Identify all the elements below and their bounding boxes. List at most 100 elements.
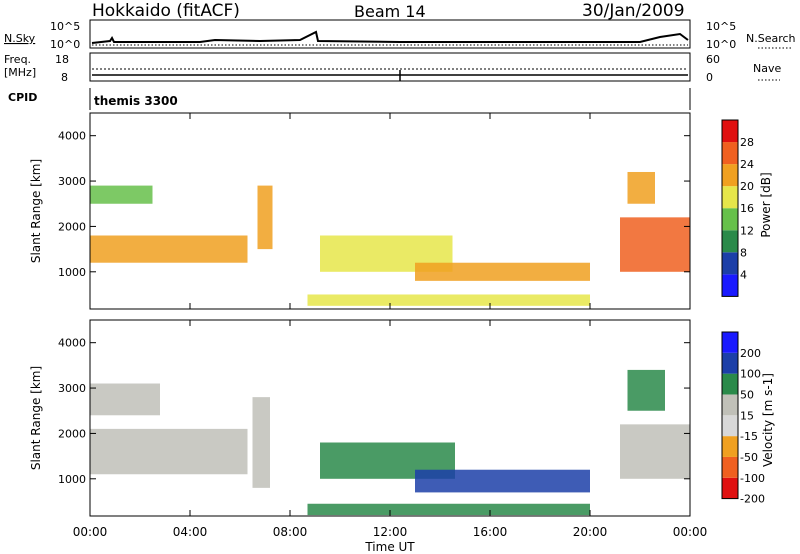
freq-left-tick-top: 18 (55, 53, 69, 66)
colorbar-cell (722, 208, 738, 231)
power-colorbar: 4 8 12 16 20 24 28 (721, 119, 754, 297)
beam-label: Beam 14 (354, 2, 426, 21)
x-tick-label: 00:00 (673, 525, 708, 539)
colorbar-cell (722, 352, 738, 374)
freq-right-tick-top: 60 (706, 53, 720, 66)
colorbar-tick-label: -15 (740, 430, 758, 443)
data-region (90, 185, 153, 204)
power-y-ticks: 1000 2000 3000 4000 (58, 130, 690, 279)
colorbar-cell (722, 274, 738, 297)
colorbar-cell (722, 186, 738, 209)
colorbar-tick-label: 15 (740, 409, 754, 422)
nsky-frame (89, 19, 691, 49)
x-tick-label: 20:00 (573, 525, 608, 539)
velocity-colorbar: 200 100 50 15 -15 -50 -100 -200 (721, 331, 765, 506)
nsky-left-tick-top: 10^5 (50, 20, 80, 33)
data-region (257, 185, 273, 250)
data-region (620, 424, 690, 479)
x-tick-label: 08:00 (273, 525, 308, 539)
nsky-label: N.Sky (4, 32, 36, 45)
x-axis: 00:00 04:00 08:00 12:00 16:00 20:00 00:00 (73, 113, 708, 539)
velocity-y-ticks: 1000 2000 3000 4000 (58, 337, 690, 486)
nsky-right-tick-top: 10^5 (706, 20, 736, 33)
colorbar-cell (722, 332, 738, 353)
velocity-data-layer (90, 369, 690, 516)
colorbar-cell (722, 373, 738, 395)
velocity-frame (89, 319, 691, 517)
velocity-y-label: Slant Range [km] (29, 366, 43, 470)
colorbar-cell (722, 436, 738, 457)
y-tick-label: 1000 (58, 473, 86, 486)
colorbar-tick-label: -100 (740, 472, 765, 485)
power-y-label: Slant Range [km] (29, 159, 43, 263)
data-region (620, 217, 690, 272)
cpid-value: themis 3300 (94, 94, 178, 108)
power-frame (89, 112, 691, 310)
nsky-series (91, 30, 689, 44)
station-title: Hokkaido (fitACF) (92, 1, 240, 21)
colorbar-tick-label: -200 (740, 493, 765, 506)
data-region (90, 383, 160, 416)
data-region (90, 428, 248, 475)
cpid-label: CPID (8, 91, 37, 104)
velocity-colorbar-label: Velocity [m s-1] (761, 373, 775, 467)
power-colorbar-label: Power [dB] (759, 172, 773, 237)
nsearch-label: N.Search (746, 32, 796, 45)
power-panel: 1000 2000 3000 4000 Slant Range [km] 4 8 12 16… (29, 112, 773, 310)
colorbar-cell (722, 120, 738, 143)
nsky-left-tick-bottom: 10^0 (50, 38, 80, 51)
colorbar-tick-label: 28 (740, 136, 754, 149)
colorbar-cell (722, 415, 738, 437)
colorbar-cell (722, 164, 738, 187)
data-region (627, 171, 655, 204)
data-region (90, 235, 248, 263)
colorbar-tick-label: 8 (740, 246, 747, 259)
nsky-right-tick-bottom: 10^0 (706, 38, 736, 51)
colorbar-cell (722, 230, 738, 253)
freq-left-tick-bottom: 8 (61, 71, 68, 84)
nave-label: Nave (753, 62, 781, 75)
colorbar-cell (722, 252, 738, 275)
colorbar-cell (722, 456, 738, 478)
colorbar-tick-label: 200 (740, 347, 761, 360)
colorbar-cell (722, 394, 738, 416)
y-tick-label: 4000 (58, 337, 86, 350)
y-tick-label: 2000 (58, 220, 86, 233)
freq-right-tick-bottom: 0 (706, 71, 713, 84)
x-axis-label: Time UT (364, 540, 415, 554)
data-region (627, 369, 665, 411)
data-region (415, 262, 590, 281)
velocity-panel: 1000 2000 3000 4000 Slant Range [km] 200 100… (29, 319, 775, 517)
colorbar-tick-label: 16 (740, 202, 754, 215)
data-region (415, 469, 590, 493)
colorbar-frame (721, 119, 739, 297)
y-tick-label: 4000 (58, 130, 86, 143)
freq-panel: Freq. [MHz] 18 8 60 0 Nave (4, 52, 781, 84)
data-region (307, 503, 590, 516)
x-tick-label: 16:00 (473, 525, 508, 539)
data-region (307, 294, 590, 306)
nsky-panel: N.Sky 10^5 10^0 10^5 10^0 N.Search (4, 19, 796, 51)
colorbar-tick-label: 24 (740, 158, 754, 171)
colorbar-cell (722, 477, 738, 499)
x-tick-label: 04:00 (173, 525, 208, 539)
data-region (252, 397, 270, 488)
y-tick-label: 3000 (58, 382, 86, 395)
colorbar-tick-label: 100 (740, 368, 761, 381)
colorbar-frame (721, 331, 739, 500)
colorbar-tick-label: 20 (740, 180, 754, 193)
y-tick-label: 3000 (58, 175, 86, 188)
x-tick-label: 12:00 (373, 525, 408, 539)
freq-label-line1: Freq. (4, 53, 31, 66)
power-data-layer (90, 171, 690, 306)
colorbar-tick-label: 12 (740, 224, 754, 237)
colorbar-cell (722, 142, 738, 165)
colorbar-tick-label: -50 (740, 451, 758, 464)
date-label: 30/Jan/2009 (582, 1, 685, 21)
colorbar-tick-label: 4 (740, 268, 747, 281)
y-tick-label: 1000 (58, 266, 86, 279)
y-tick-label: 2000 (58, 427, 86, 440)
x-tick-label: 00:00 (73, 525, 108, 539)
freq-frame (89, 52, 691, 82)
